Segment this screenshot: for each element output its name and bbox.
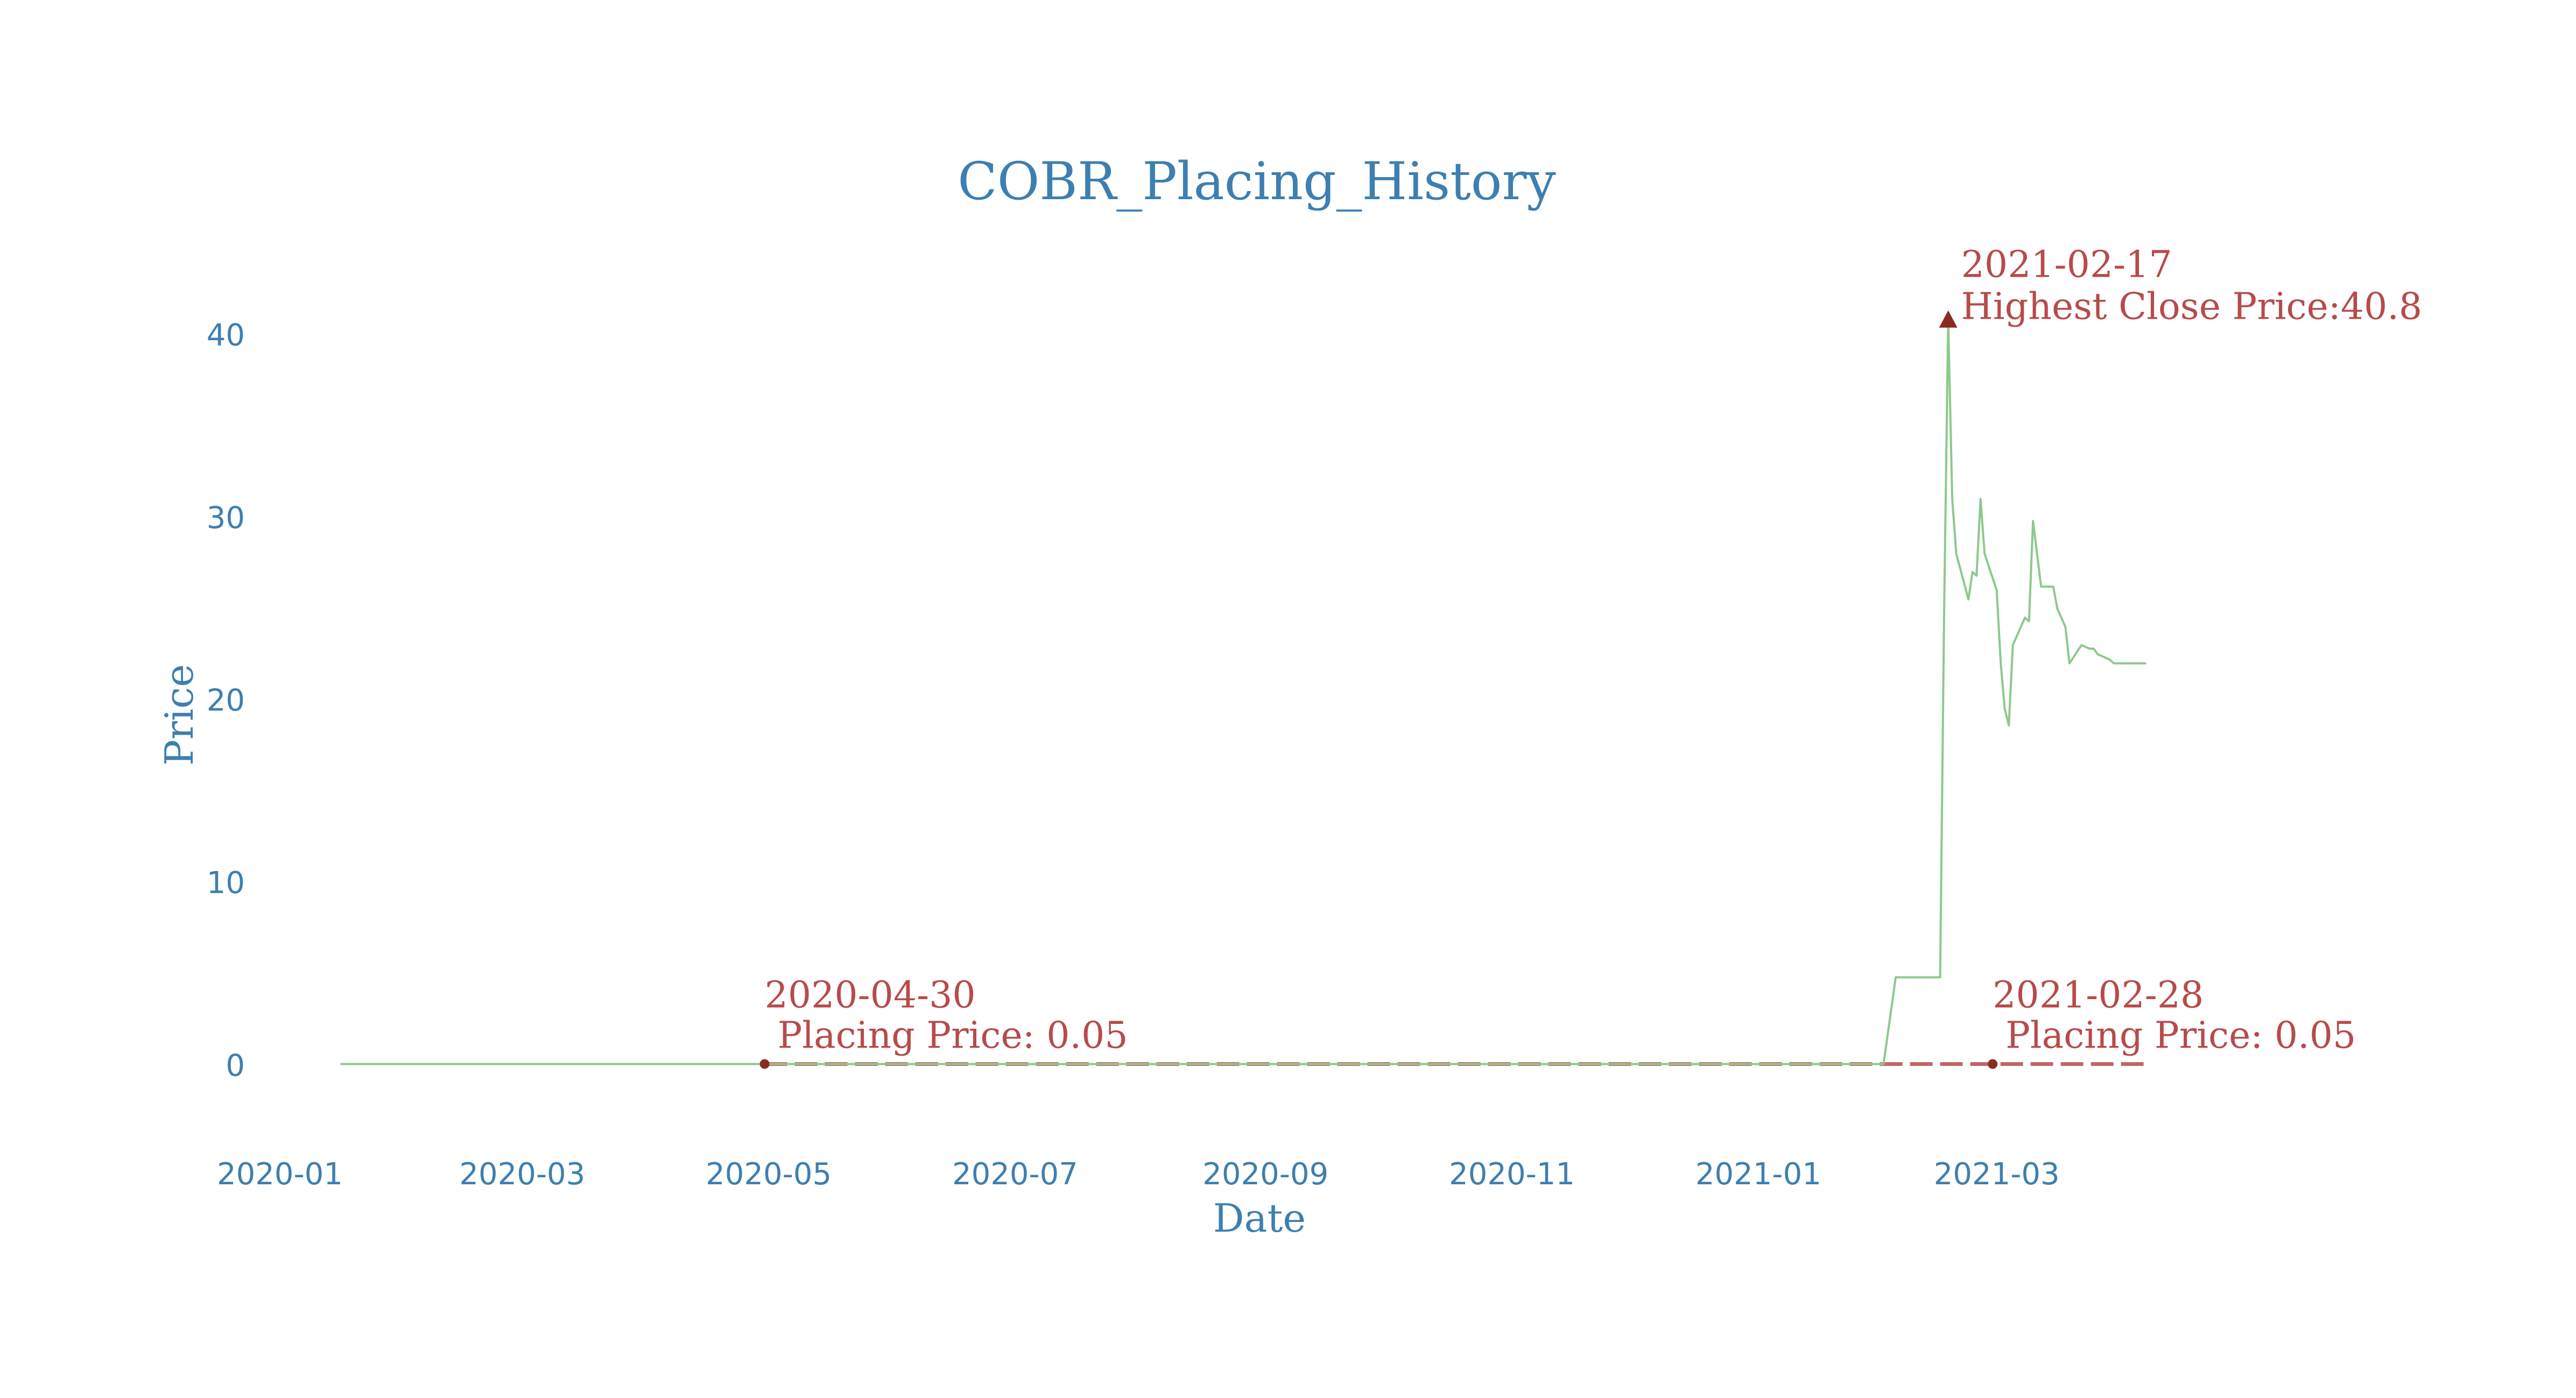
x-tick-label: 2021-03 [1934, 1157, 2060, 1192]
y-tick-label: 30 [207, 501, 245, 536]
annotation-date: 2021-02-28 [1993, 974, 2204, 1017]
highest-price-marker [1939, 311, 1958, 328]
annotation-date: 2021-02-17 [1961, 244, 2172, 286]
y-tick-label: 10 [207, 866, 245, 901]
annotation-label: Placing Price: 0.05 [778, 1015, 1128, 1057]
x-axis-ticks: 2020-01 2020-03 2020-05 2020-07 2020-09 2020-… [217, 1157, 2060, 1192]
y-tick-label: 0 [226, 1048, 245, 1083]
y-tick-label: 20 [207, 683, 245, 718]
placing-marker [1988, 1059, 1997, 1069]
chart-title: COBR_Placing_History [958, 151, 1556, 212]
y-axis-title: Price [157, 664, 202, 766]
annotation-date: 2020-04-30 [765, 974, 976, 1017]
x-tick-label: 2020-03 [459, 1157, 585, 1192]
x-tick-label: 2020-01 [217, 1157, 343, 1192]
x-tick-label: 2020-09 [1202, 1157, 1328, 1192]
y-axis-ticks: 0 10 20 30 40 [207, 318, 245, 1084]
x-tick-label: 2021-01 [1695, 1157, 1821, 1192]
x-tick-label: 2020-07 [952, 1157, 1078, 1192]
price-series-line [341, 320, 2146, 1064]
annotation-label: Highest Close Price:40.8 [1961, 286, 2423, 328]
placing-marker [760, 1059, 770, 1069]
y-tick-label: 40 [207, 318, 245, 353]
x-axis-title: Date [1213, 1196, 1306, 1241]
x-tick-label: 2020-11 [1449, 1157, 1575, 1192]
annotation-label: Placing Price: 0.05 [2005, 1015, 2356, 1057]
x-tick-label: 2020-05 [706, 1157, 832, 1192]
series-layer [341, 320, 2146, 1064]
